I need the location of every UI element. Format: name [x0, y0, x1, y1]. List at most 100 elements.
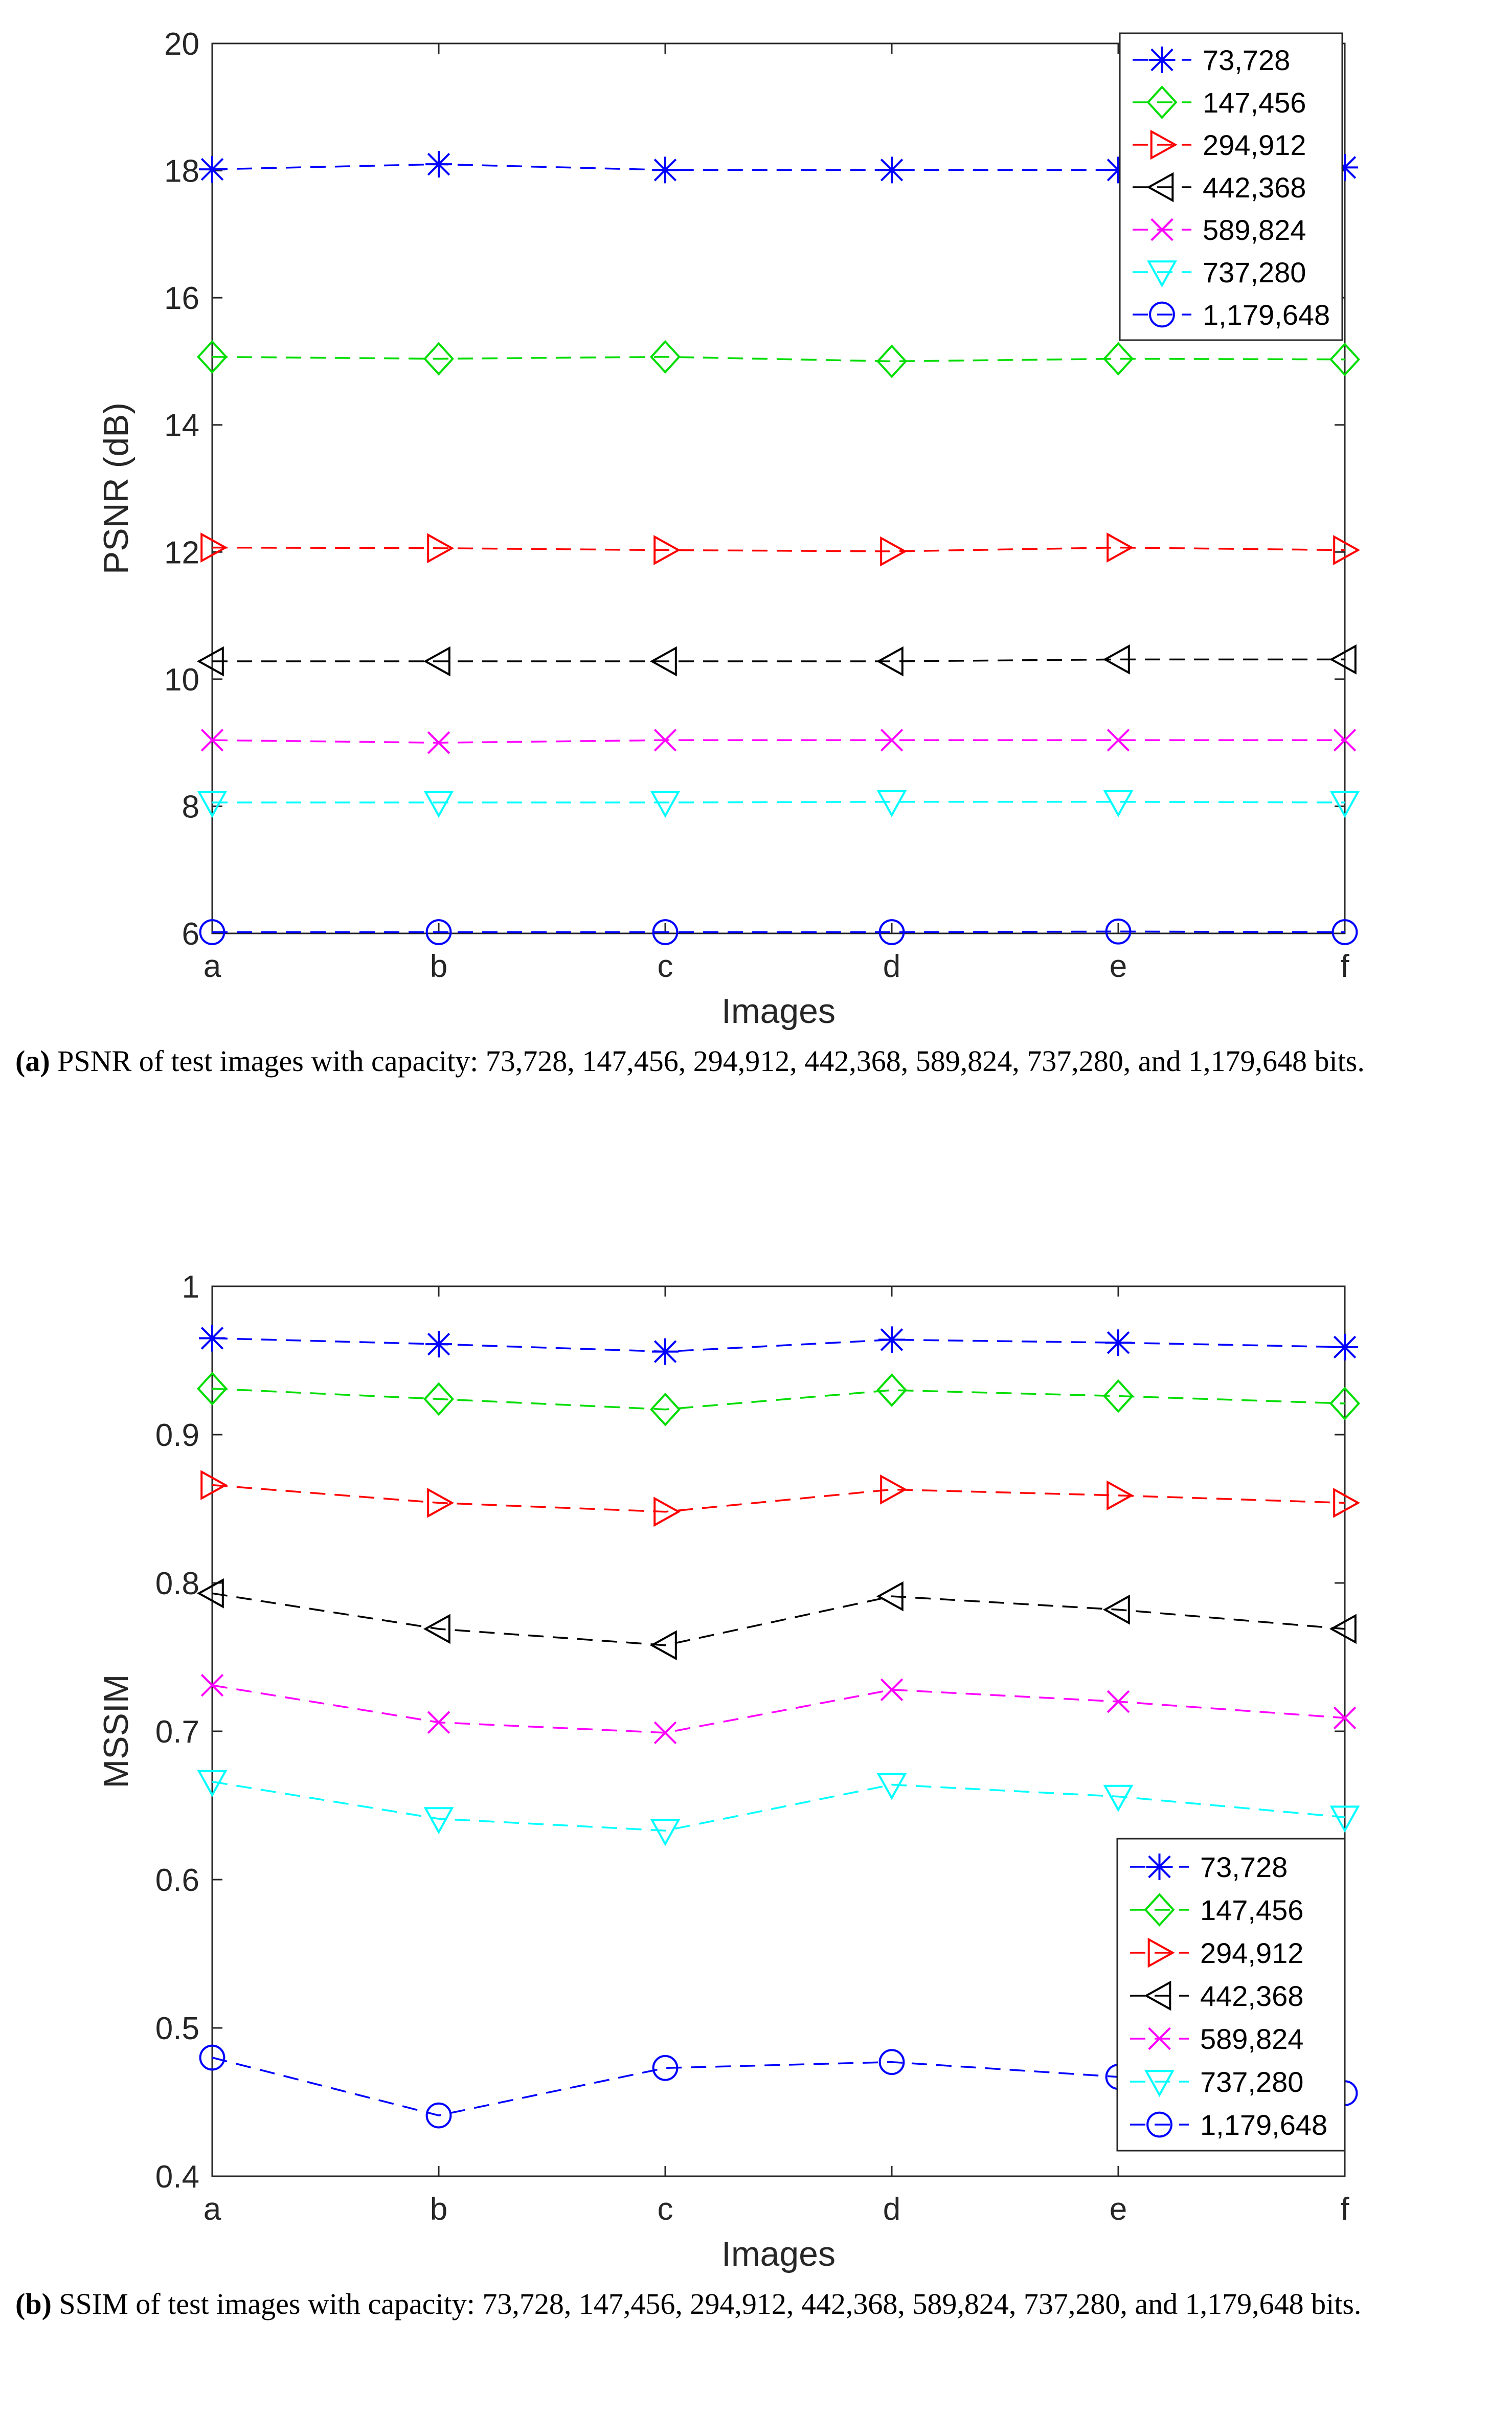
psnr-point-73-728-a — [199, 156, 225, 183]
psnr-legend-marker-294-912 — [1150, 129, 1178, 160]
mssim-point-1-179-648-c — [652, 2055, 679, 2081]
psnr-point-1-179-648-b — [425, 919, 452, 945]
mssim-series-line-589-824 — [212, 1684, 1345, 1734]
mssim-legend-label-73-728: 73,728 — [1200, 1851, 1288, 1883]
psnr-point-589-824-b — [427, 731, 450, 754]
mssim-point-73-728-b — [425, 1331, 452, 1358]
psnr-point-73-728-e — [1105, 157, 1132, 184]
mssim-xtick-label: c — [658, 2192, 673, 2227]
mssim-point-737-280-a — [197, 1770, 228, 1797]
psnr-point-294-912-d — [880, 536, 908, 567]
mssim-point-294-912-f — [1333, 1488, 1361, 1518]
psnr-legend-marker-737-280 — [1147, 260, 1177, 288]
mssim-series-line-73-728 — [212, 1337, 1345, 1353]
psnr-point-73-728-c — [652, 157, 679, 184]
psnr-legend-marker-589-824 — [1150, 218, 1174, 241]
mssim-point-442-368-b — [423, 1614, 450, 1644]
psnr-legend-label-294-912: 294,912 — [1203, 129, 1306, 161]
mssim-series-442-368 — [196, 1578, 1357, 1661]
mssim-series-line-147-456 — [212, 1388, 1345, 1411]
psnr-point-589-824-e — [1107, 728, 1130, 752]
mssim-point-589-824-c — [653, 1721, 677, 1745]
psnr-chart: 6 8 10 12 14 16 18 20 a b c d e f Images PSNR (dB) 73,72… — [97, 27, 1361, 1031]
psnr-point-294-912-a — [200, 532, 228, 563]
mssim-ytick-label: 0.4 — [155, 2159, 199, 2195]
psnr-legend-marker-1-179-648 — [1149, 301, 1175, 328]
mssim-series-737-280 — [197, 1770, 1360, 1846]
mssim-point-294-912-a — [200, 1470, 228, 1500]
psnr-point-442-368-b — [423, 646, 450, 677]
mssim-legend: 73,728 147,456 294,912 442,368 589,824 737,28… — [1116, 1838, 1346, 2152]
psnr-point-737-280-a — [197, 791, 228, 818]
psnr-caption-text: PSNR of test images with capacity: 73,72… — [50, 1044, 1365, 1078]
psnr-legend-box — [1119, 32, 1343, 341]
psnr-series-line-294-912 — [212, 546, 1345, 552]
psnr-point-442-368-e — [1102, 644, 1130, 675]
psnr-point-737-280-e — [1103, 790, 1134, 817]
psnr-ytick-label: 16 — [164, 281, 199, 316]
mssim-point-73-728-c — [652, 1338, 679, 1365]
psnr-point-147-456-d — [876, 344, 908, 378]
mssim-ytick-label: 0.7 — [155, 1714, 199, 1750]
mssim-point-737-280-c — [650, 1819, 681, 1846]
psnr-xtick-label: c — [658, 949, 673, 984]
mssim-series-294-912 — [200, 1470, 1361, 1527]
psnr-caption: (a) PSNR of test images with capacity: 7… — [15, 1041, 1488, 1082]
mssim-legend-marker-294-912 — [1147, 1937, 1175, 1968]
psnr-legend-label-589-824: 589,824 — [1203, 214, 1306, 246]
psnr-point-73-728-f — [1332, 154, 1358, 181]
mssim-legend-marker-589-824 — [1148, 2027, 1171, 2050]
mssim-point-73-728-e — [1105, 1329, 1132, 1356]
mssim-point-442-368-d — [876, 1581, 904, 1612]
psnr-series-line-147-456 — [212, 355, 1345, 363]
psnr-point-1-179-648-c — [652, 919, 679, 945]
psnr-xtick-label: d — [883, 949, 900, 984]
mssim-point-737-280-b — [423, 1807, 454, 1835]
mssim-xtick-label: e — [1110, 2192, 1127, 2227]
psnr-legend-marker-147-456 — [1146, 85, 1178, 119]
mssim-point-147-456-f — [1329, 1387, 1361, 1420]
psnr-xtick-label: e — [1110, 949, 1127, 984]
mssim-ytick-label: 0.6 — [155, 1863, 199, 1898]
psnr-ytick-label: 8 — [182, 789, 199, 824]
psnr-series-294-912 — [200, 532, 1361, 567]
psnr-series-line-1-179-648 — [212, 930, 1345, 933]
psnr-point-589-824-c — [653, 728, 677, 752]
mssim-point-147-456-d — [876, 1373, 908, 1407]
psnr-point-442-368-c — [649, 646, 677, 677]
mssim-series-147-456 — [196, 1372, 1361, 1426]
mssim-point-1-179-648-b — [425, 2102, 452, 2129]
psnr-ytick-label: 10 — [164, 662, 199, 698]
psnr-point-147-456-a — [196, 340, 228, 374]
psnr-point-737-280-f — [1329, 791, 1360, 818]
mssim-xtick-label: b — [430, 2192, 447, 2227]
mssim-legend-marker-1-179-648 — [1146, 2111, 1172, 2138]
mssim-series-589-824 — [200, 1673, 1357, 1745]
psnr-point-147-456-b — [423, 342, 455, 376]
mssim-point-73-728-a — [199, 1325, 225, 1352]
mssim-point-589-824-a — [200, 1673, 224, 1697]
psnr-point-147-456-e — [1102, 342, 1134, 376]
psnr-series-442-368 — [196, 644, 1357, 677]
mssim-ytick-label: 0.8 — [155, 1566, 199, 1601]
psnr-legend-label-442-368: 442,368 — [1203, 171, 1306, 204]
mssim-point-147-456-e — [1102, 1379, 1134, 1413]
mssim-legend-label-442-368: 442,368 — [1200, 1980, 1303, 2012]
psnr-point-147-456-c — [649, 340, 681, 374]
mssim-legend-label-147-456: 147,456 — [1200, 1894, 1303, 1926]
mssim-point-442-368-a — [196, 1578, 224, 1609]
mssim-point-737-280-e — [1103, 1784, 1134, 1812]
mssim-series-line-442-368 — [212, 1592, 1345, 1646]
mssim-point-147-456-a — [196, 1372, 228, 1405]
mssim-ytick-label: 1 — [182, 1269, 199, 1305]
mssim-caption-tag: (b) — [15, 2287, 52, 2320]
psnr-point-737-280-b — [423, 791, 454, 818]
mssim-legend-marker-442-368 — [1144, 1980, 1171, 2011]
psnr-point-1-179-648-e — [1105, 918, 1132, 945]
mssim-point-73-728-d — [878, 1326, 905, 1353]
mssim-xtick-label: f — [1340, 2192, 1349, 2227]
mssim-point-442-368-f — [1329, 1614, 1357, 1644]
psnr-point-1-179-648-a — [199, 919, 225, 945]
psnr-legend-label-1-179-648: 1,179,648 — [1203, 299, 1330, 331]
mssim-point-294-912-c — [653, 1497, 681, 1527]
